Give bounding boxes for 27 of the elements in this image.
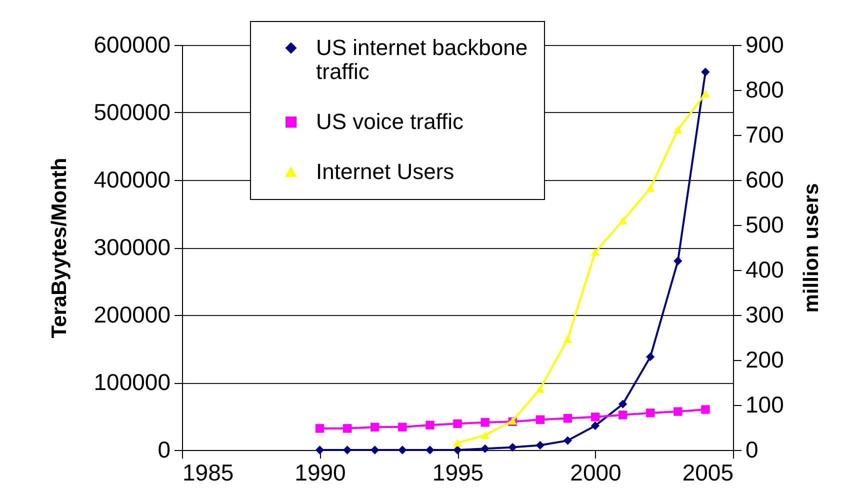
y2-tick-label: 300 (746, 302, 784, 328)
y2-axis-title: million users (800, 183, 823, 313)
x-tick-label: 1990 (294, 460, 346, 486)
y-tick-label: 100000 (94, 369, 170, 395)
y-tick-label: 600000 (94, 32, 170, 58)
y2-tick-label: 200 (746, 346, 784, 372)
legend-label: US internet backbone traffic (316, 35, 528, 84)
y2-tick-label: 900 (746, 32, 784, 58)
y-tick-label: 300000 (94, 234, 170, 260)
x-tick-label: 1985 (182, 460, 234, 486)
x-tick-label: 2005 (682, 460, 734, 486)
y-axis-title: TeraByytes/Month (48, 158, 71, 338)
y2-tick-label: 400 (746, 256, 784, 282)
y2-tick-label: 600 (746, 166, 784, 192)
y2-tick-label: 500 (746, 212, 784, 238)
y2-tick-label: 700 (746, 122, 784, 148)
legend-label: US voice traffic (316, 109, 464, 134)
y-tick-label: 0 (158, 436, 170, 462)
y2-tick-label: 0 (746, 436, 758, 462)
legend-label: Internet Users (316, 159, 454, 184)
y-tick-label: 500000 (94, 99, 170, 125)
y2-tick-label: 800 (746, 76, 784, 102)
y-tick-label: 200000 (94, 302, 170, 328)
x-tick-label: 1995 (432, 460, 484, 486)
y2-tick-label: 100 (746, 392, 784, 418)
y-tick-label: 400000 (94, 166, 170, 192)
x-tick-label: 2000 (570, 460, 622, 486)
